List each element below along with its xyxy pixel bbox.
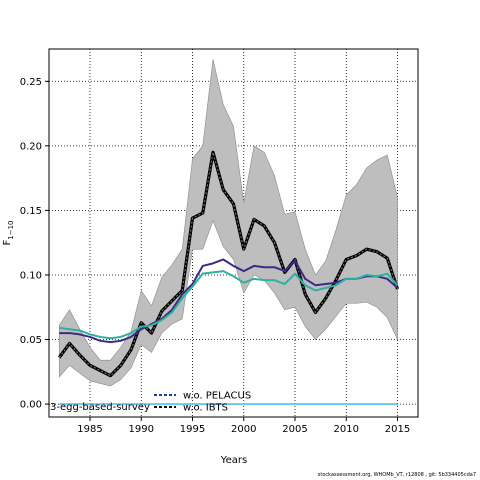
series-label-egg-survey: 3-egg-based-survey	[50, 402, 150, 413]
y-tick-label-0: 0.00	[20, 400, 42, 411]
x-tick-label-1: 1990	[129, 424, 154, 435]
x-tick-label-0: 1985	[77, 424, 102, 435]
x-tick-label-5: 2010	[334, 424, 359, 435]
y-axis-label: F1−10	[2, 221, 15, 246]
x-axis-label: Years	[220, 455, 247, 466]
series-1-line	[59, 258, 399, 344]
x-tick-label-3: 2000	[231, 424, 256, 435]
footer-credit: stockassessment.org, WHOMb_VT, r12808 , …	[317, 472, 476, 478]
y-axis-label-main: F	[2, 240, 13, 246]
x-tick-label-4: 2005	[282, 424, 307, 435]
series-lines	[57, 150, 400, 406]
y-axis-label-sub: 1−10	[7, 221, 15, 240]
y-tick-label-5: 0.25	[20, 77, 42, 88]
plot-frame	[48, 48, 419, 418]
y-tick-label-1: 0.05	[20, 335, 42, 346]
y-tick-label-2: 0.10	[20, 270, 42, 281]
legend-label-1: w.o. IBTS	[183, 403, 228, 414]
confidence-band-area	[58, 59, 398, 387]
x-tick-label-6: 2015	[385, 424, 410, 435]
legend-label-0: w.o. PELACUS	[183, 391, 251, 402]
x-tick-label-2: 1995	[180, 424, 205, 435]
axis-ticks: 1985 1990 1995 2000 2005 2010 2015 0.00 0.05 0.10…	[20, 77, 410, 435]
series-0-dash	[58, 152, 399, 377]
y-tick-label-4: 0.20	[20, 141, 42, 152]
confidence-band	[58, 59, 398, 387]
series-2-line	[59, 270, 399, 340]
y-tick-label-3: 0.15	[20, 206, 42, 217]
